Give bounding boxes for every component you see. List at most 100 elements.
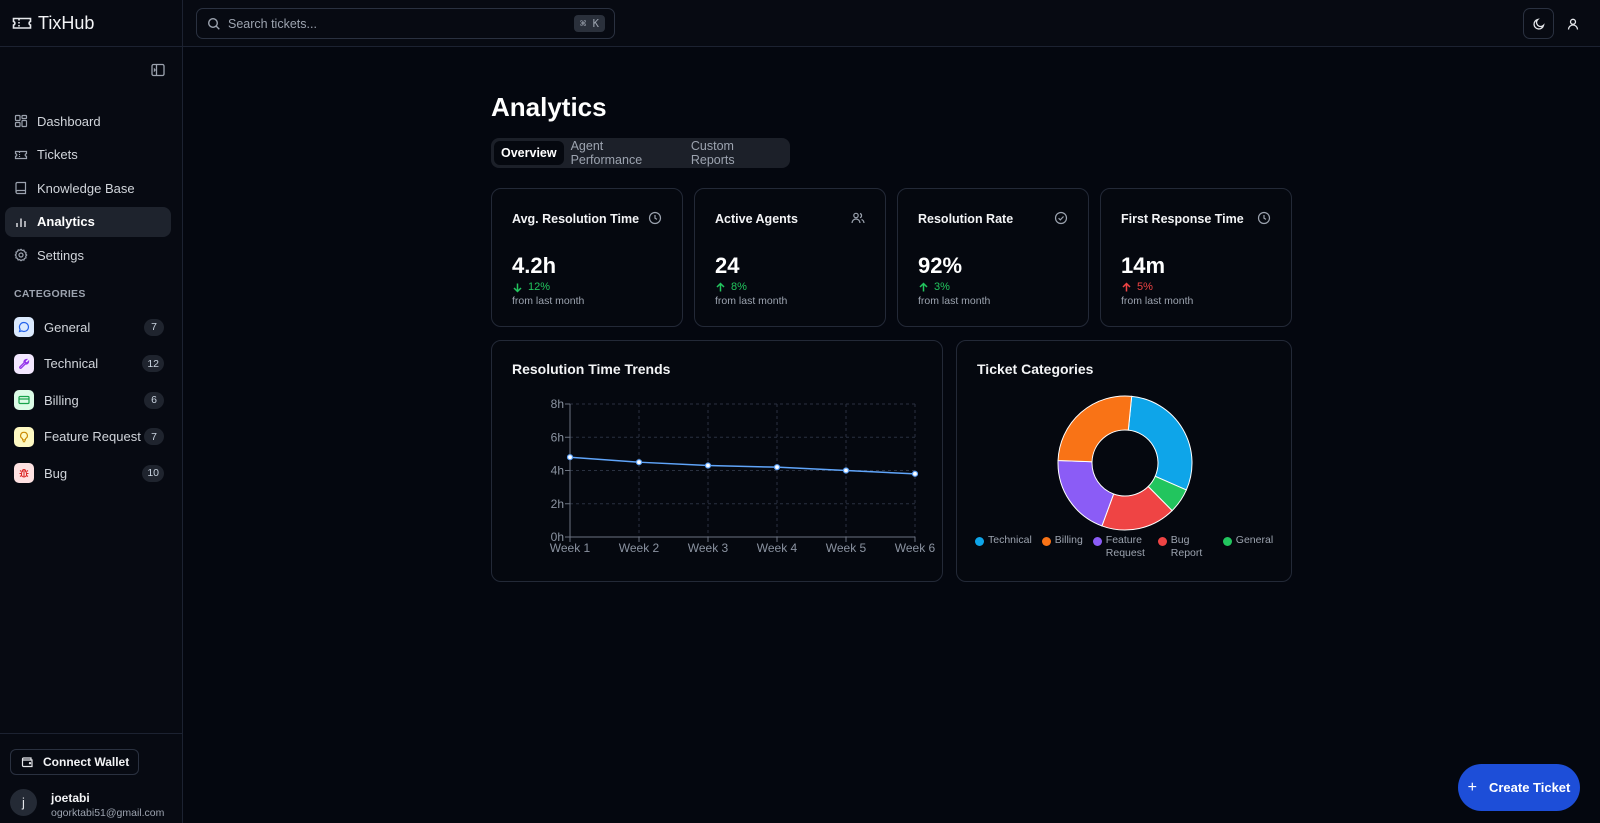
y-tick-label: 4h xyxy=(551,464,564,478)
data-point xyxy=(842,467,850,474)
stat-change-value: 12% xyxy=(528,281,551,293)
stat-change: 12% xyxy=(512,281,550,293)
sidebar-item-knowledge-base[interactable]: Knowledge Base xyxy=(5,173,171,203)
sidebar-item-analytics[interactable]: Analytics xyxy=(5,206,171,237)
data-point xyxy=(773,464,781,471)
data-point xyxy=(566,454,574,461)
dashboard-icon xyxy=(14,114,28,128)
check-circle-icon xyxy=(1054,211,1068,225)
chart-legend: Technical Billing Feature Request Bug Repor… xyxy=(975,534,1283,560)
category-count-badge: 6 xyxy=(144,391,164,409)
category-technical[interactable]: Technical 12 xyxy=(14,350,164,378)
connect-wallet-button[interactable]: Connect Wallet xyxy=(10,749,139,775)
page-title: Analytics xyxy=(491,92,607,122)
legend-swatch xyxy=(1092,537,1102,546)
search-placeholder: Search tickets... xyxy=(228,16,317,31)
stat-change: 5% xyxy=(1121,281,1153,293)
resolution-trend-line-chart: Week 1 Week 2 Week 3 Week 4 Week 5 Week 6 0h 2h… xyxy=(550,397,936,555)
sidebar-item-label: Tickets xyxy=(37,147,78,162)
wrench-icon xyxy=(14,353,34,374)
stat-subtext: from last month xyxy=(715,295,788,307)
y-tick-label: 8h xyxy=(551,397,564,411)
tab-custom-reports[interactable]: Custom Reports xyxy=(690,139,735,167)
sidebar-toggle-icon[interactable] xyxy=(150,62,166,78)
users-icon xyxy=(851,212,865,224)
category-count-badge: 7 xyxy=(144,318,164,336)
x-tick-label: Week 3 xyxy=(688,541,729,555)
legend-label: General xyxy=(1235,534,1274,546)
user-icon xyxy=(1567,18,1578,30)
user-menu-button[interactable] xyxy=(1557,8,1588,39)
stat-subtext: from last month xyxy=(1121,295,1194,307)
legend-label: Bug Report xyxy=(1170,534,1203,559)
stat-card-active-agents: Active Agents 24 8% from last month xyxy=(694,188,886,327)
theme-toggle-button[interactable] xyxy=(1523,8,1554,39)
pie-slice-feature-request xyxy=(1057,459,1115,527)
x-tick-label: Week 6 xyxy=(895,541,936,555)
wallet-icon xyxy=(21,756,33,767)
plus-icon: + xyxy=(1467,778,1477,796)
category-label: General xyxy=(44,319,91,335)
search-input[interactable]: Search tickets... ⌘ K xyxy=(196,8,615,39)
stat-change: 8% xyxy=(715,281,747,293)
topbar: Search tickets... ⌘ K xyxy=(183,0,1600,47)
x-tick-label: Week 2 xyxy=(619,541,660,555)
legend-swatch xyxy=(1157,537,1167,546)
sidebar-item-label: Dashboard xyxy=(37,113,101,129)
credit-card-icon xyxy=(14,390,34,411)
category-general[interactable]: General 7 xyxy=(14,313,164,341)
legend-label: Technical xyxy=(988,534,1032,546)
category-label: Bug xyxy=(44,465,68,481)
stat-value: 14m xyxy=(1121,253,1166,278)
clock-icon xyxy=(648,211,662,225)
legend-item: Billing xyxy=(1041,534,1083,547)
user-email: ogorktabi51@gmail.com xyxy=(51,807,165,819)
sidebar-item-tickets[interactable]: Tickets xyxy=(5,140,171,170)
ticket-categories-donut-chart xyxy=(1057,395,1193,531)
category-count-badge: 12 xyxy=(142,355,164,373)
category-billing[interactable]: Billing 6 xyxy=(14,386,164,414)
stat-change-value: 5% xyxy=(1137,281,1153,293)
sidebar-footer: Connect Wallet j joetabi ogorktabi51@gma… xyxy=(0,733,182,823)
stat-title: First Response Time xyxy=(1121,212,1244,226)
category-count-badge: 7 xyxy=(144,428,164,446)
stat-title: Resolution Rate xyxy=(918,212,1014,226)
legend-swatch xyxy=(975,537,984,546)
create-ticket-button[interactable]: + Create Ticket xyxy=(1458,764,1580,811)
sidebar-nav: Dashboard Tickets Knowledge Base Analyti… xyxy=(5,106,171,274)
create-ticket-label: Create Ticket xyxy=(1488,780,1571,795)
stat-change-value: 3% xyxy=(934,281,950,293)
category-feature-request[interactable]: Feature Request 7 xyxy=(14,423,164,451)
series-line xyxy=(569,456,916,475)
arrow-up-icon xyxy=(919,281,928,291)
sidebar-item-label: Settings xyxy=(37,247,84,263)
stat-title: Avg. Resolution Time xyxy=(512,212,640,226)
x-tick-label: Week 1 xyxy=(550,541,591,555)
data-point xyxy=(704,462,712,469)
stat-card-avg-resolution-time: Avg. Resolution Time 4.2h 12% from last … xyxy=(491,188,683,327)
avatar[interactable]: j xyxy=(10,789,37,816)
category-bug[interactable]: Bug 10 xyxy=(14,459,164,487)
tab-overview[interactable]: Overview xyxy=(494,141,564,165)
stat-subtext: from last month xyxy=(512,295,585,307)
legend-item: Technical xyxy=(975,534,1032,547)
legend-swatch xyxy=(1222,537,1232,546)
gear-icon xyxy=(14,248,28,262)
sidebar-item-label: Analytics xyxy=(37,214,95,229)
book-icon xyxy=(14,181,28,195)
bug-icon xyxy=(14,463,34,484)
ticket-icon xyxy=(14,148,28,162)
category-label: Feature Request xyxy=(44,429,141,445)
tab-agent-performance[interactable]: Agent Performance xyxy=(570,139,643,167)
y-tick-label: 2h xyxy=(551,497,564,511)
arrow-up-icon xyxy=(1122,281,1131,291)
arrow-up-icon xyxy=(716,281,725,291)
sidebar-item-settings[interactable]: Settings xyxy=(5,240,171,270)
ticket-categories-card: Ticket Categories Technical Billing Featur… xyxy=(956,340,1292,582)
brand[interactable]: TixHub xyxy=(0,0,182,47)
card-title: Resolution Time Trends xyxy=(512,361,671,377)
arrow-down-icon xyxy=(513,283,522,293)
sidebar-item-dashboard[interactable]: Dashboard xyxy=(5,106,171,136)
moon-icon xyxy=(1532,17,1545,30)
legend-swatch xyxy=(1041,537,1051,546)
